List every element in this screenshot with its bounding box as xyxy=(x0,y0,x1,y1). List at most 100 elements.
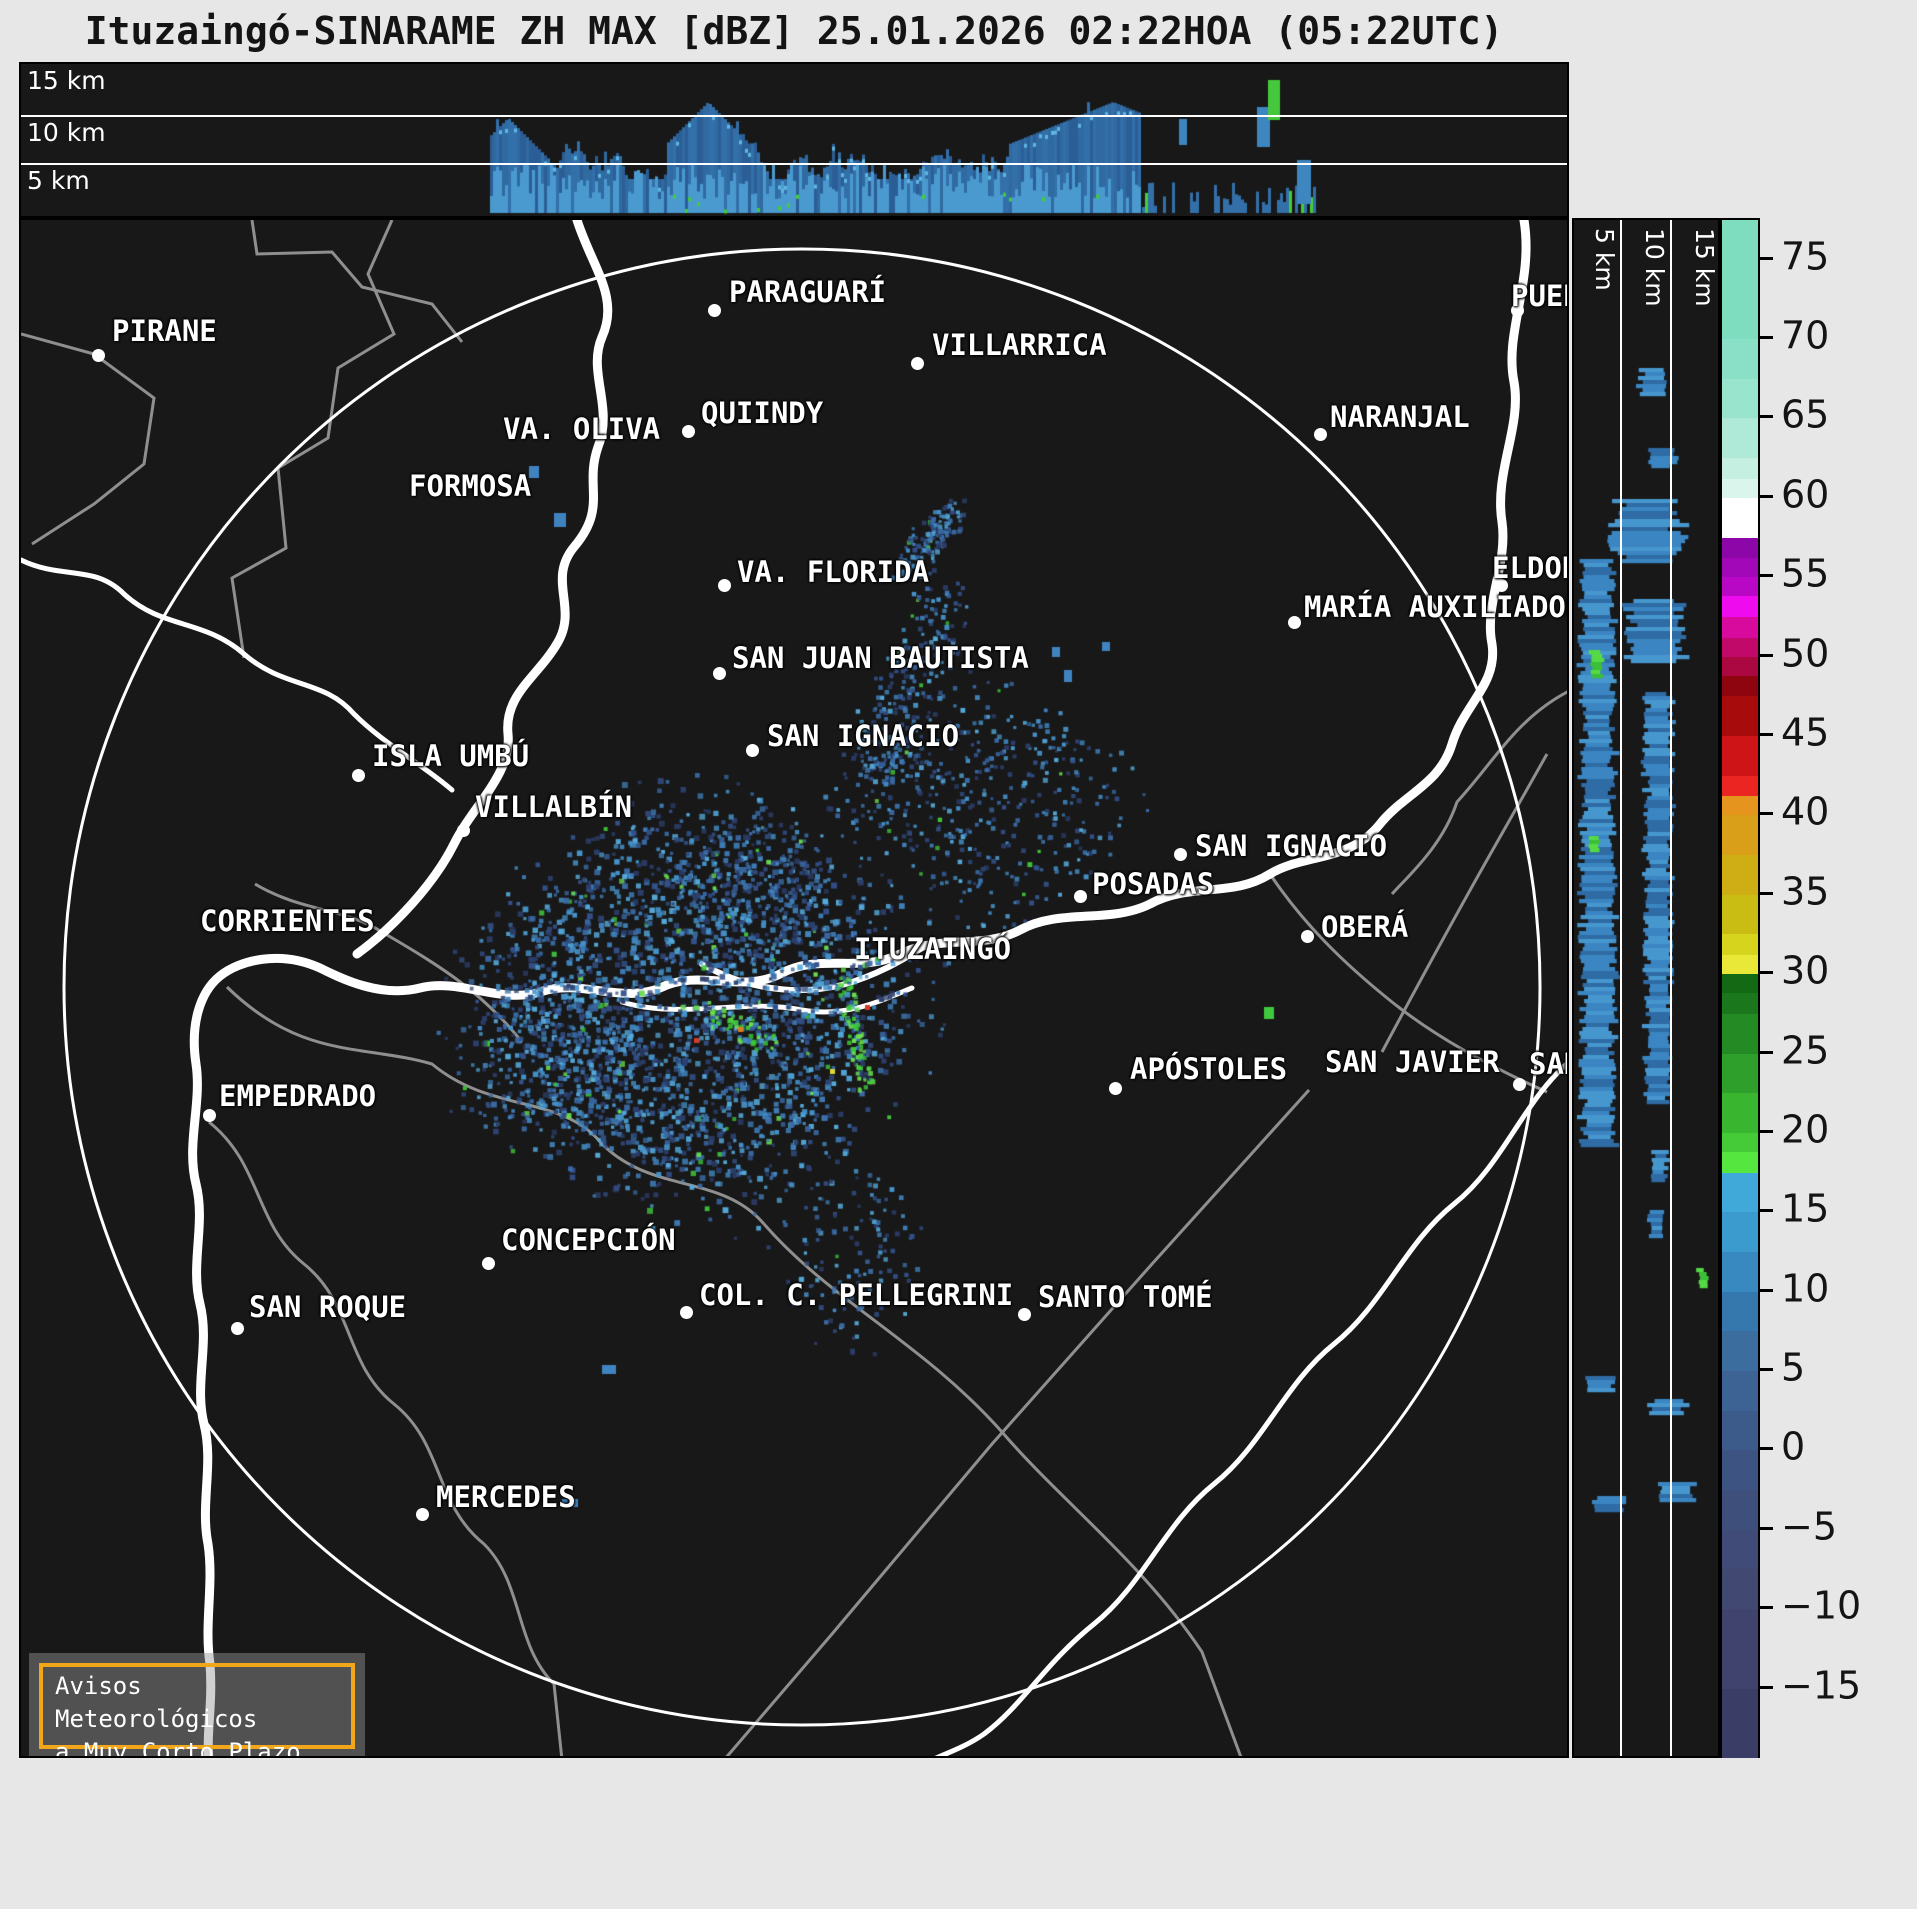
colorbar-segment xyxy=(1722,855,1758,896)
colorbar-tick-label: 45 xyxy=(1781,710,1830,755)
colorbar-tick-label: 20 xyxy=(1781,1107,1830,1152)
ew-10km-line xyxy=(21,115,1567,117)
colorbar-segment xyxy=(1722,1013,1758,1055)
city-label: MARÍA AUXILIADOR xyxy=(1304,590,1569,624)
city-label: VA. FLORIDA xyxy=(737,555,930,589)
city-dot xyxy=(1174,848,1187,861)
city-label: EMPEDRADO xyxy=(219,1079,377,1113)
city-label: MERCEDES xyxy=(436,1480,576,1514)
colorbar-tick-label: 35 xyxy=(1781,869,1830,914)
colorbar-segment xyxy=(1722,537,1758,559)
colorbar-tick xyxy=(1760,574,1773,578)
city-label: PARAGUARÍ xyxy=(729,275,887,309)
colorbar-segment xyxy=(1722,894,1758,936)
colorbar-segment xyxy=(1722,1371,1758,1412)
colorbar-segment xyxy=(1722,1212,1758,1253)
colorbar-segment xyxy=(1722,497,1758,539)
colorbar-tick xyxy=(1760,1606,1773,1610)
colorbar-segment xyxy=(1722,1609,1758,1690)
colorbar-tick-label: −15 xyxy=(1781,1663,1862,1708)
notice-line2: a Muy Corto Plazo xyxy=(55,1738,301,1758)
ew-axis-10km: 10 km xyxy=(27,118,106,147)
colorbar-tick xyxy=(1760,336,1773,340)
ns-cross-section-echoes xyxy=(1574,220,1718,1756)
radar-echo-layer xyxy=(21,220,1567,1756)
colorbar-segment xyxy=(1722,656,1758,677)
colorbar-tick-label: −5 xyxy=(1781,1504,1838,1549)
colorbar-tick-label: 75 xyxy=(1781,234,1830,279)
city-dot xyxy=(1018,1308,1031,1321)
colorbar-segment xyxy=(1722,220,1758,340)
colorbar-segment xyxy=(1722,558,1758,578)
ns-axis-5km: 5 km xyxy=(1590,228,1619,291)
ew-axis-15km: 15 km xyxy=(27,66,106,95)
city-label: QUIINDY xyxy=(701,396,824,430)
colorbar-segment xyxy=(1722,1450,1758,1491)
city-label: POSADAS xyxy=(1092,867,1215,901)
colorbar-tick-label: 5 xyxy=(1781,1345,1806,1390)
colorbar-tick xyxy=(1760,1447,1773,1451)
city-dot xyxy=(1513,1078,1526,1091)
city-label: SAN IGNACIO xyxy=(767,719,960,753)
notice-line1: Avisos Meteorológicos xyxy=(55,1672,258,1733)
city-label: CORRIENTES xyxy=(200,904,375,938)
colorbar-tick-label: −10 xyxy=(1781,1583,1862,1628)
colorbar-segment xyxy=(1722,418,1758,459)
colorbar-segment xyxy=(1722,1529,1758,1571)
city-dot xyxy=(457,824,470,837)
city-label: FORMOSA xyxy=(409,469,532,503)
colorbar-segment xyxy=(1722,1251,1758,1293)
colorbar-segment xyxy=(1722,458,1758,480)
colorbar-tick-label: 30 xyxy=(1781,948,1830,993)
colorbar-segment xyxy=(1722,339,1758,380)
ns-5km-line xyxy=(1620,220,1622,1756)
city-label: SAN ROQUE xyxy=(249,1290,407,1324)
city-dot xyxy=(1109,1082,1122,1095)
colorbar-segment xyxy=(1722,974,1758,994)
colorbar-segment xyxy=(1722,796,1758,816)
colorbar-tick xyxy=(1760,1209,1773,1213)
colorbar-tick-label: 65 xyxy=(1781,393,1830,438)
city-label: SAN xyxy=(1529,1047,1567,1081)
colorbar-segment xyxy=(1722,616,1758,639)
city-label: ELDORADO xyxy=(1492,551,1567,585)
colorbar-segment xyxy=(1722,1151,1758,1174)
city-dot xyxy=(1301,930,1314,943)
colorbar-segment xyxy=(1722,775,1758,797)
city-dot xyxy=(1074,890,1087,903)
colorbar-segment xyxy=(1722,1569,1758,1610)
colorbar-segment xyxy=(1722,1410,1758,1451)
colorbar-tick-label: 55 xyxy=(1781,551,1830,596)
colorbar-segment xyxy=(1722,1291,1758,1332)
city-label: NARANJAL xyxy=(1330,400,1470,434)
ew-5km-line xyxy=(21,163,1567,165)
colorbar-tick xyxy=(1760,415,1773,419)
city-dot xyxy=(203,1109,216,1122)
city-dot xyxy=(231,1322,244,1335)
city-dot xyxy=(1495,579,1508,592)
colorbar-segment xyxy=(1722,1053,1758,1094)
colorbar-segment xyxy=(1722,378,1758,420)
footer-logos: Servicio Meteorológico Nacional Argentin… xyxy=(0,1758,1917,1909)
colorbar-segment xyxy=(1722,1688,1758,1761)
colorbar-segment xyxy=(1722,815,1758,856)
colorbar-segment xyxy=(1722,934,1758,956)
colorbar-segment xyxy=(1722,596,1758,618)
city-label: SANTO TOMÉ xyxy=(1038,1280,1213,1314)
colorbar-tick-label: 10 xyxy=(1781,1266,1830,1311)
city-label: VILLARRICA xyxy=(932,328,1107,362)
colorbar-tick xyxy=(1760,1129,1773,1133)
colorbar-tick-label: 60 xyxy=(1781,472,1830,517)
colorbar-tick xyxy=(1760,1288,1773,1292)
colorbar-segment xyxy=(1722,1172,1758,1213)
city-dot xyxy=(713,667,726,680)
colorbar-segment xyxy=(1722,955,1758,975)
radar-map: PIRANE PARAGUARÍ VILLARRICA QUIINDY VA. OLIV… xyxy=(19,218,1569,1758)
colorbar-tick xyxy=(1760,256,1773,260)
colorbar-segment xyxy=(1722,1490,1758,1531)
colorbar-tick xyxy=(1760,1050,1773,1054)
product-title: Ituzaingó-SINARAME ZH MAX [dBZ] 25.01.20… xyxy=(84,9,1504,53)
city-dot xyxy=(1314,428,1327,441)
colorbar-tick xyxy=(1760,1368,1773,1372)
